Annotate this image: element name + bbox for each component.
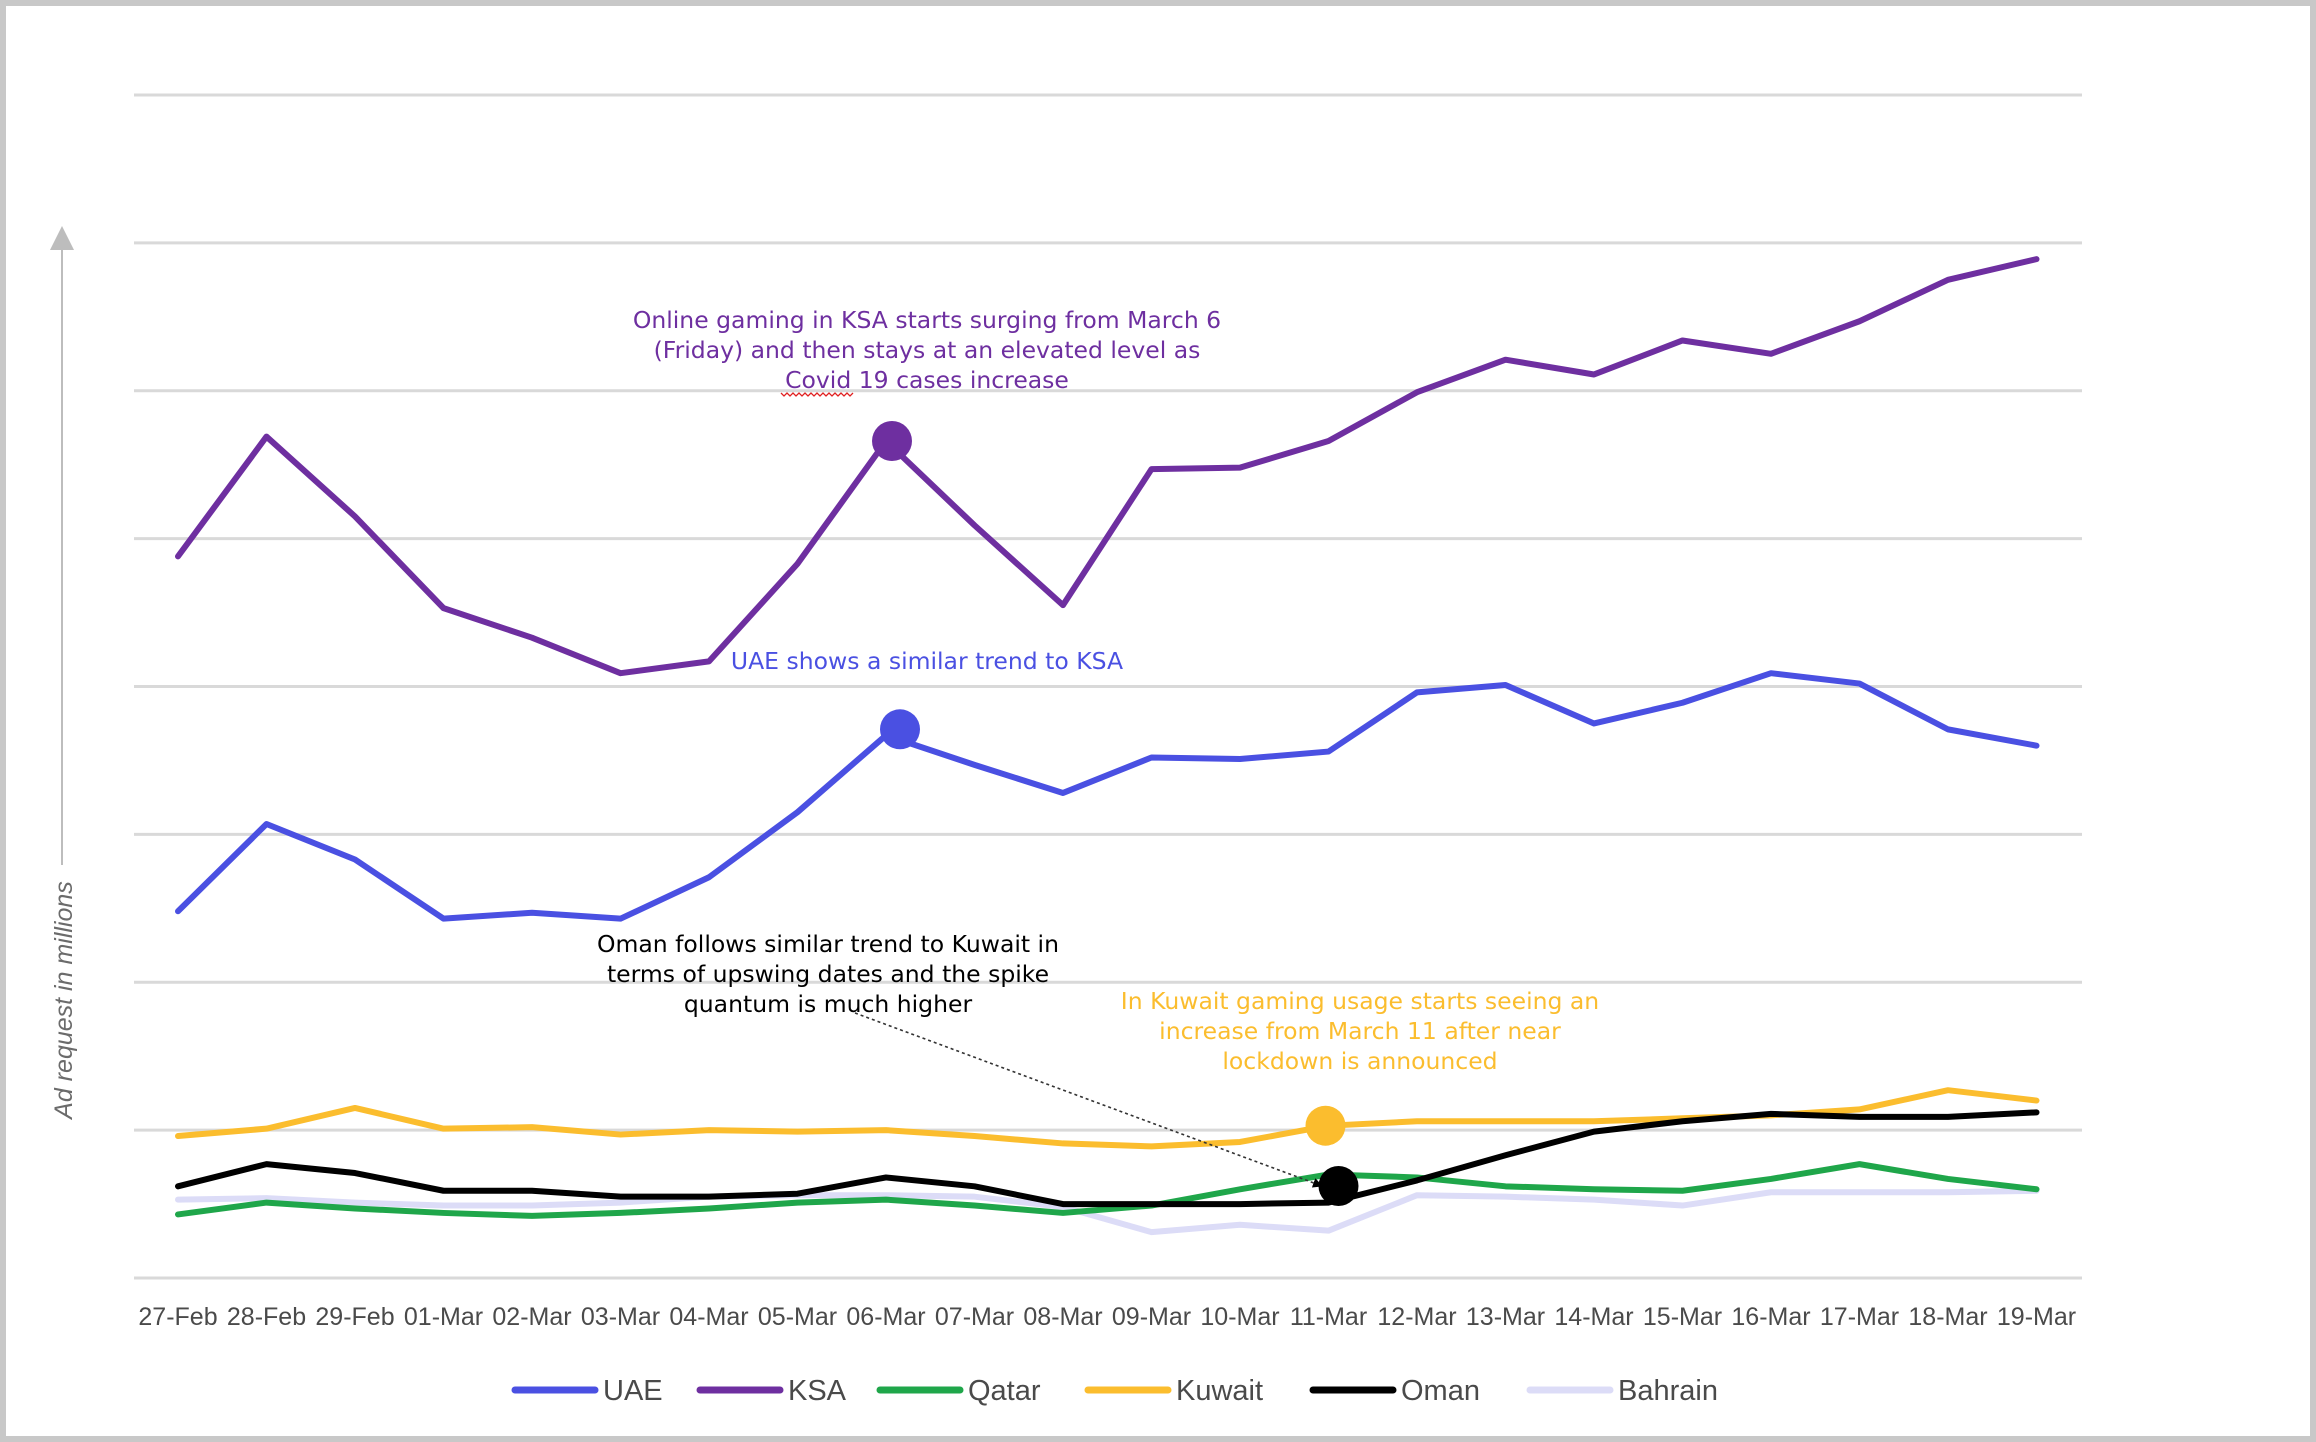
y-axis-label: Ad request in millions [50,881,78,1121]
highlight-point-kuwait [1305,1105,1346,1146]
x-tick-label: 12-Mar [1377,1303,1456,1331]
series-line-bahrain [175,1187,2040,1236]
x-tick-label: 14-Mar [1554,1303,1633,1331]
x-tick-label: 16-Mar [1731,1303,1810,1331]
x-tick-label: 03-Mar [581,1303,660,1331]
series-line-oman [175,1109,2040,1208]
annotation-kuwait: In Kuwait gaming usage starts seeing an i… [1121,987,1599,1075]
annotation-uae: UAE shows a similar trend to KSA [731,647,1123,675]
annotation-line: Oman follows similar trend to Kuwait in [597,930,1059,958]
legend-label-ksa: KSA [788,1375,847,1407]
annotation-line: lockdown is announced [1222,1047,1497,1075]
highlight-point-uae [880,709,920,750]
annotation-line: (Friday) and then stays at an elevated l… [654,336,1201,364]
x-tick-label: 01-Mar [404,1303,483,1331]
x-tick-label: 13-Mar [1466,1303,1545,1331]
x-tick-label: 15-Mar [1643,1303,1722,1331]
legend-label-bahrain: Bahrain [1618,1375,1718,1407]
x-tick-label: 17-Mar [1820,1303,1899,1331]
x-tick-label: 19-Mar [1997,1303,2076,1331]
x-tick-label: 05-Mar [758,1303,837,1331]
x-tick-label: 07-Mar [935,1303,1014,1331]
annotation-line: terms of upswing dates and the spike [607,960,1049,988]
highlight-point-ksa [872,421,912,462]
annotation-line: Covid 19 cases increase [785,366,1069,394]
x-tick-label: 18-Mar [1908,1303,1987,1331]
legend-label-oman: Oman [1401,1375,1480,1407]
x-tick-label: 04-Mar [669,1303,748,1331]
x-tick-label: 09-Mar [1112,1303,1191,1331]
x-tick-label: 06-Mar [846,1303,925,1331]
x-tick-label: 29-Feb [315,1303,394,1331]
series-line-uae [175,670,2040,922]
spellcheck-squiggle [780,392,854,397]
x-tick-label: 27-Feb [138,1303,217,1331]
annotation-ksa: Online gaming in KSA starts surging from… [633,306,1221,394]
annotation-line: increase from March 11 after near [1159,1017,1561,1045]
x-tick-label: 08-Mar [1023,1303,1102,1331]
series-line-qatar [175,1161,2040,1219]
legend-label-uae: UAE [603,1375,663,1407]
x-tick-label: 02-Mar [492,1303,571,1331]
annotation-arrow [854,1012,1323,1188]
annotation-line: Online gaming in KSA starts surging from… [633,306,1221,334]
annotation-line: In Kuwait gaming usage starts seeing an [1121,987,1599,1015]
legend-label-kuwait: Kuwait [1176,1375,1263,1407]
legend-label-qatar: Qatar [968,1375,1041,1407]
x-tick-label: 11-Mar [1290,1303,1367,1331]
x-tick-label: 28-Feb [227,1303,306,1331]
annotation-line: quantum is much higher [684,990,973,1018]
series-line-ksa [175,256,2040,677]
annotation-oman: Oman follows similar trend to Kuwait in t… [597,930,1059,1018]
x-tick-label: 10-Mar [1200,1303,1279,1331]
highlight-point-oman [1318,1166,1359,1206]
series-line-kuwait [175,1087,2040,1150]
annotation-line: UAE shows a similar trend to KSA [731,647,1123,675]
